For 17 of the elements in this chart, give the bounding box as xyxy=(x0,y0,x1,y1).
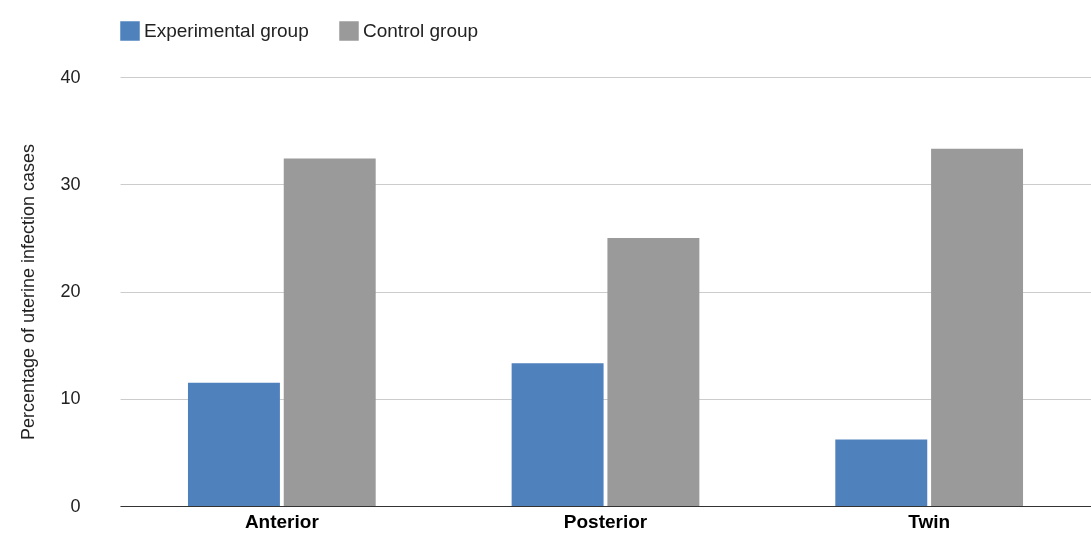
x-tick-label: Posterior xyxy=(563,510,648,532)
x-tick-label: Anterior xyxy=(244,510,320,532)
y-tick-label: 20 xyxy=(60,281,81,301)
y-tick-label: 30 xyxy=(60,173,81,194)
y-tick-label: 10 xyxy=(60,388,81,409)
y-axis-title: Percentage of uterine infection cases xyxy=(18,143,39,441)
bar xyxy=(931,148,1024,506)
x-tick-label: Twin xyxy=(908,510,951,532)
bar xyxy=(835,439,928,506)
bar xyxy=(511,363,604,506)
y-tick-label: 40 xyxy=(60,66,81,87)
legend-label: Experimental group xyxy=(144,20,309,41)
legend-label: Control group xyxy=(363,20,479,41)
y-tick-label: 0 xyxy=(70,495,81,516)
bar xyxy=(607,237,700,506)
bar xyxy=(283,158,376,506)
bar xyxy=(187,382,280,506)
